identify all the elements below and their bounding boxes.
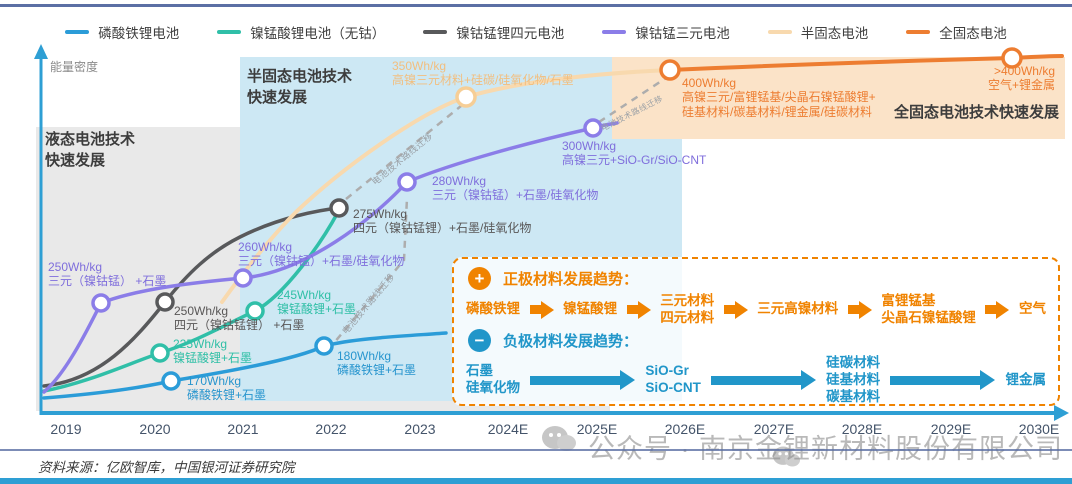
year-tick: 2021 — [227, 421, 259, 437]
annotation-solid-400: 400Wh/kg 高镍三元/富锂锰基/尖晶石镍锰酸锂+ 硅基材料/碳基材料/锂金… — [682, 76, 876, 119]
legend-item-all-solid: 全固态电池 — [906, 22, 1007, 42]
positive-item: 三元材料 四元材料 — [660, 293, 715, 325]
y-axis-label: 能量密度 — [50, 60, 99, 74]
year-tick: 2030E — [1018, 421, 1060, 437]
x-axis-arrow-icon — [1054, 405, 1069, 421]
annotation-ncm-260: 260Wh/kg 三元（镍钴锰）+石墨/硅氧化物 — [238, 240, 405, 269]
all-solid-phase-label: 全固态电池技术快速发展 — [894, 104, 1060, 121]
legend-label: 全固态电池 — [939, 26, 1007, 41]
annotation-lnmo-245: 245Wh/kg 镍锰酸锂+石墨 — [277, 288, 357, 317]
annotation-lfp-170: 170Wh/kg 磷酸铁锂+石墨 — [187, 374, 267, 403]
year-tick: 2027E — [753, 421, 795, 437]
arrow-right-icon — [985, 300, 1010, 319]
source-note: 资料来源：亿欧智库，中国银河证券研究院 — [38, 460, 295, 475]
positive-trend-row: 磷酸铁锂 镍锰酸锂 三元材料 四元材料 三元高镍材料 富锂锰基 尖晶石镍锰酸锂 … — [466, 293, 1046, 327]
watermark: 公众号 · 南京金锂新材料股份有限公司 — [588, 434, 1063, 464]
year-tick: 2025E — [576, 421, 618, 437]
positive-item: 镍锰酸锂 — [563, 301, 618, 317]
arrow-right-icon — [529, 300, 554, 319]
year-tick: 2028E — [841, 421, 883, 437]
arrow-right-icon — [530, 370, 636, 391]
legend-item-ncm: 镍钴锰三元电池 — [602, 22, 730, 42]
top-divider — [0, 4, 1072, 7]
arrow-right-icon — [847, 300, 872, 319]
negative-item: 石墨 硅氧化物 — [466, 363, 520, 396]
negative-item: 锂金属 — [1005, 371, 1046, 387]
year-tick: 2020 — [139, 421, 171, 437]
year-tick: 2026E — [664, 421, 706, 437]
annotation-semi-350: 350Wh/kg 高镍三元材料+硅碳/硅氧化物/石墨 — [392, 59, 574, 88]
legend-item-quad: 镍钴锰锂四元电池 — [423, 22, 564, 42]
negative-item: SiO-Gr SiO-CNT — [645, 363, 701, 396]
positive-item: 空气 — [1018, 301, 1046, 317]
liquid-phase-label: 液态电池技术 快速发展 — [45, 131, 136, 169]
positive-item: 三元高镍材料 — [757, 301, 839, 317]
annotation-lnmo-225: 225Wh/kg 镍锰酸锂+石墨 — [173, 337, 253, 366]
annotation-solid-gt400: >400Wh/kg 空气+锂金属 — [987, 64, 1055, 93]
semi-solid-phase-label: 半固态电池技术 快速发展 — [247, 68, 353, 106]
negative-trend-header: − 负极材料发展趋势： — [468, 329, 638, 352]
year-tick: 2023 — [404, 421, 436, 437]
arrow-right-icon — [710, 370, 817, 391]
wechat-icon — [542, 426, 578, 458]
page-bottom-bar — [0, 478, 1072, 484]
quad-line-swatch — [423, 30, 448, 34]
positive-item: 富锂锰基 尖晶石镍锰酸锂 — [881, 293, 976, 325]
legend-item-semi-solid: 半固态电池 — [767, 22, 869, 42]
legend-label: 半固态电池 — [800, 26, 869, 41]
wechat-icon — [772, 446, 800, 467]
annotation-lfp-180: 180Wh/kg 磷酸铁锂+石墨 — [337, 349, 417, 378]
year-tick: 2029E — [930, 421, 972, 437]
annotation-quad-250: 250Wh/kg 四元（镍钴锰锂） +石墨 — [174, 304, 305, 333]
y-axis-arrow-icon — [34, 44, 48, 59]
legend-label: 镍钴锰三元电池 — [635, 26, 730, 41]
legend-label: 磷酸铁锂电池 — [98, 26, 180, 41]
negative-trend-title: 负极材料发展趋势： — [503, 333, 639, 350]
annotation-ncm-300: 300Wh/kg 高镍三元+SiO-Gr/SiO-CNT — [562, 139, 707, 168]
negative-item: 硅碳材料 硅基材料 碳基材料 — [826, 355, 881, 404]
bottom-divider — [0, 449, 1072, 451]
annotation-ncm-280: 280Wh/kg 三元（镍钴锰）+石墨/硅氧化物 — [432, 174, 599, 203]
chart-legend: 磷酸铁锂电池 镍锰酸锂电池（无钴） 镍钴锰锂四元电池 镍钴锰三元电池 半固态电池… — [0, 22, 1072, 42]
legend-label: 镍锰酸锂电池（无钴） — [250, 26, 386, 41]
annotation-ncm-250: 250Wh/kg 三元（镍钴锰） +石墨 — [48, 260, 167, 289]
material-trend-box: + 正极材料发展趋势： 磷酸铁锂 镍锰酸锂 三元材料 四元材料 三元高镍材料 富… — [452, 257, 1060, 406]
all-solid-line-swatch — [906, 30, 931, 34]
arrow-right-icon — [626, 300, 651, 319]
negative-trend-row: 石墨 硅氧化物 SiO-Gr SiO-CNT 硅碳材料 硅基材料 碳基材料 锂金… — [466, 355, 1046, 406]
legend-item-lfp: 磷酸铁锂电池 — [65, 22, 179, 42]
minus-icon: − — [468, 329, 491, 352]
year-tick: 2022 — [315, 421, 347, 437]
plus-icon: + — [468, 267, 491, 290]
year-tick: 2019 — [50, 421, 82, 437]
lfp-line-swatch — [65, 30, 90, 34]
positive-item: 磷酸铁锂 — [466, 301, 520, 317]
legend-label: 镍钴锰锂四元电池 — [456, 26, 565, 41]
ncm-line-swatch — [602, 30, 627, 34]
lnmo-line-swatch — [217, 30, 242, 34]
arrow-right-icon — [890, 370, 996, 391]
positive-trend-title: 正极材料发展趋势： — [503, 271, 639, 288]
arrow-right-icon — [723, 300, 748, 319]
annotation-quad-275: 275Wh/kg 四元（镍钴锰锂）+石墨/硅氧化物 — [353, 207, 532, 236]
positive-trend-header: + 正极材料发展趋势： — [468, 267, 638, 290]
semi-solid-line-swatch — [767, 30, 792, 34]
legend-item-lnmo: 镍锰酸锂电池（无钴） — [217, 22, 385, 42]
year-tick: 2024E — [487, 421, 529, 437]
